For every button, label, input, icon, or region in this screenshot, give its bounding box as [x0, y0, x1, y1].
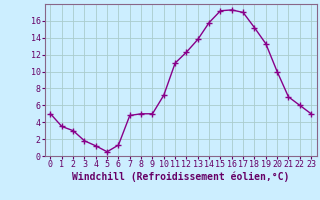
X-axis label: Windchill (Refroidissement éolien,°C): Windchill (Refroidissement éolien,°C)	[72, 172, 290, 182]
